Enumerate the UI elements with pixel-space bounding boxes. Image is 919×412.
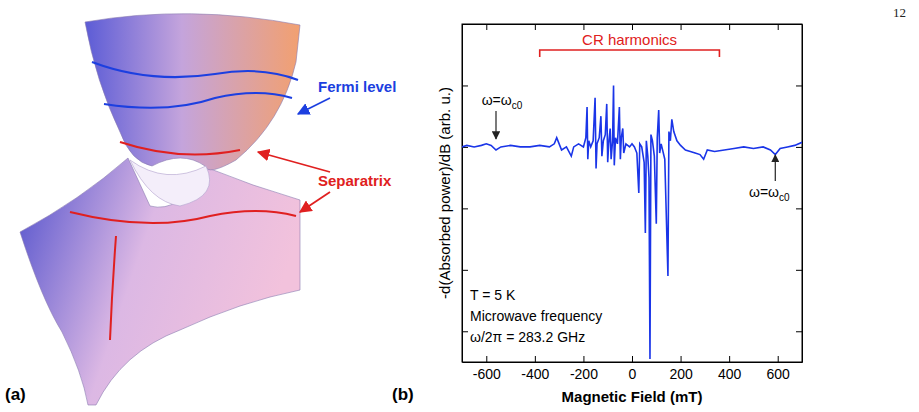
tick — [583, 24, 584, 30]
tick — [796, 85, 802, 86]
tick-mark — [796, 85, 802, 86]
tick-mark — [486, 356, 487, 362]
tick-label: 200 — [669, 366, 693, 382]
label-fermi-level: Fermi level — [318, 78, 396, 95]
note: ω/2π = 283.2 GHz — [470, 329, 585, 345]
axis-line — [463, 362, 803, 363]
tick-mark — [632, 356, 633, 362]
tick-mark — [729, 24, 730, 30]
upper-band — [85, 14, 300, 170]
bracket-label: CR harmonics — [582, 31, 677, 48]
tick — [778, 24, 779, 30]
y-axis — [462, 25, 468, 363]
marker-label: ω=ωc0 — [482, 92, 523, 111]
tick: -600 — [473, 356, 501, 382]
label-separatrix: Separatrix — [318, 172, 392, 189]
saddle — [130, 160, 210, 206]
tick — [796, 208, 802, 209]
note: Microwave frequency — [470, 308, 602, 324]
arrow-fermi — [298, 98, 330, 114]
marker-arrow — [775, 155, 776, 181]
bracket — [540, 50, 720, 57]
tick: -400 — [521, 356, 549, 382]
tick-mark — [796, 331, 802, 332]
tick-mark — [778, 24, 779, 30]
marker-arrow — [495, 111, 496, 139]
tick-mark — [535, 356, 536, 362]
tick-mark — [729, 356, 730, 362]
tick-mark — [681, 356, 682, 362]
tick-mark — [462, 331, 468, 332]
tick: 200 — [669, 356, 693, 382]
tick — [486, 24, 487, 30]
tick — [796, 270, 802, 271]
tick-mark — [681, 24, 682, 30]
tick-mark — [486, 24, 487, 30]
tick-mark — [583, 356, 584, 362]
data-line — [462, 85, 802, 358]
marker-subscript: c0 — [779, 192, 790, 203]
plot-frame — [462, 24, 802, 362]
tick-label: -600 — [473, 366, 501, 382]
panel-label: (a) — [5, 385, 26, 404]
tick-mark — [462, 270, 468, 271]
tick — [462, 24, 468, 25]
tick-mark — [462, 85, 468, 86]
tick-mark — [796, 24, 802, 25]
arrow-separatrix-lower — [300, 192, 330, 212]
tick: 400 — [718, 356, 742, 382]
marker-label: ω=ωc0 — [749, 184, 790, 203]
lower-band — [20, 158, 300, 405]
page-number: 12 — [893, 5, 906, 20]
tick-label: -400 — [521, 366, 549, 382]
fermi-contour — [92, 62, 298, 108]
x-axis-top — [463, 24, 803, 30]
plot-area — [462, 85, 802, 358]
separatrix-contour — [70, 142, 296, 340]
panel-a: Fermi level Separatrix — [20, 14, 396, 405]
tick-mark — [796, 208, 802, 209]
arrow-separatrix-upper — [258, 152, 330, 172]
x-axis: -600 -400 -200 0 200 400 600 — [463, 356, 803, 382]
tick-label: 0 — [629, 366, 637, 382]
tick — [462, 331, 468, 332]
tick-mark — [778, 356, 779, 362]
tick: 0 — [629, 356, 637, 382]
tick — [535, 24, 536, 30]
y-axis-right — [796, 25, 803, 363]
tick — [462, 208, 468, 209]
tick-mark — [462, 208, 468, 209]
tick-label: -200 — [570, 366, 598, 382]
tick-mark — [462, 24, 468, 25]
tick: -200 — [570, 356, 598, 382]
axis-line — [802, 25, 803, 363]
tick: 600 — [767, 356, 791, 382]
tick — [462, 85, 468, 86]
y-axis-title: -d(Absorbed power)/dB (arb. u.) — [436, 87, 453, 299]
figure: 12 Fermi level Separatrix (a) (b) -600 -400 -20… — [0, 0, 919, 412]
marker-subscript: c0 — [512, 100, 523, 111]
tick — [681, 24, 682, 30]
panel-label: (b) — [392, 385, 414, 404]
tick-label: 400 — [718, 366, 742, 382]
tick-label: 600 — [767, 366, 791, 382]
tick-mark — [583, 24, 584, 30]
tick-mark — [632, 24, 633, 30]
tick-mark — [796, 270, 802, 271]
tick — [462, 270, 468, 271]
tick — [796, 24, 802, 25]
tick-mark — [535, 24, 536, 30]
x-axis-title: Magnetic Field (mT) — [562, 388, 703, 405]
tick — [632, 24, 633, 30]
tick-mark — [796, 147, 802, 148]
note: T = 5 K — [470, 287, 516, 303]
tick — [729, 24, 730, 30]
axis-line — [462, 25, 463, 363]
tick — [796, 147, 802, 148]
tick — [796, 331, 802, 332]
